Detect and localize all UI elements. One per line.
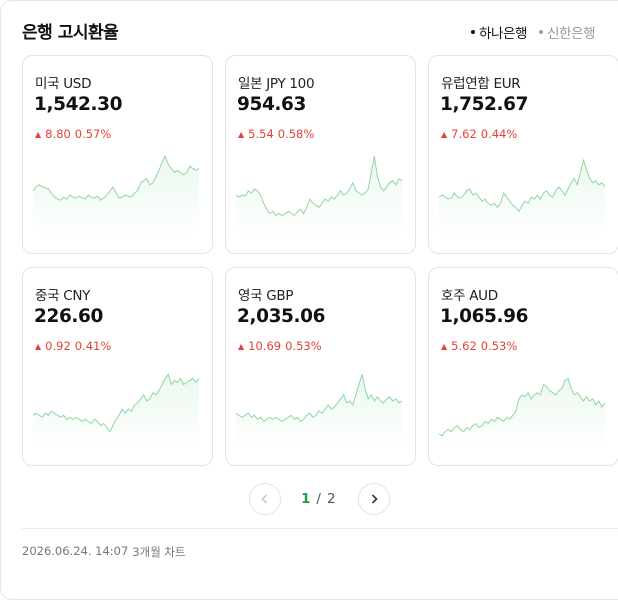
up-triangle-icon: ▲	[35, 129, 42, 139]
currency-name: 유럽연합 EUR	[441, 76, 521, 92]
currency-card-jpy[interactable]: 일본 JPY 100 954.63 ▲ 5.54 0.58%	[225, 55, 416, 254]
currency-card-eur[interactable]: 유럽연합 EUR 1,752.67 ▲ 7.62 0.44%	[428, 55, 618, 254]
up-triangle-icon: ▲	[441, 341, 448, 351]
change-percent: 0.41%	[74, 339, 112, 353]
change-percent: 0.44%	[480, 127, 518, 141]
currency-card-usd[interactable]: 미국 USD 1,542.30 ▲ 8.80 0.57%	[22, 55, 213, 254]
chevron-right-icon	[371, 494, 378, 504]
sparkline-line	[236, 374, 402, 423]
sparkline-line	[439, 377, 605, 437]
active-dot-icon	[471, 30, 475, 34]
current-page: 1	[301, 491, 311, 507]
chevron-left-icon	[261, 494, 268, 504]
sparkline-chart	[439, 158, 605, 238]
next-page-button[interactable]	[358, 483, 390, 515]
currency-rate: 2,035.06	[237, 306, 326, 327]
sparkline-area	[236, 374, 402, 450]
currency-name: 호주 AUD	[441, 288, 498, 304]
rate-change: ▲ 5.54 0.58%	[238, 127, 314, 141]
change-amount: 5.62	[451, 339, 477, 353]
sparkline-area	[439, 160, 605, 238]
up-triangle-icon: ▲	[238, 129, 245, 139]
change-amount: 10.69	[248, 339, 282, 353]
currency-card-gbp[interactable]: 영국 GBP 2,035.06 ▲ 10.69 0.53%	[225, 267, 416, 466]
change-percent: 0.57%	[74, 127, 112, 141]
page-title: 은행 고시환율	[22, 23, 119, 43]
rate-change: ▲ 8.80 0.57%	[35, 127, 111, 141]
bank-tabs: 하나은행 신한은행	[471, 22, 596, 42]
change-amount: 7.62	[451, 127, 477, 141]
pagination: 1 / 2	[249, 483, 394, 517]
sparkline-area	[439, 378, 605, 450]
sparkline-line	[236, 156, 402, 217]
up-triangle-icon: ▲	[238, 341, 245, 351]
sparkline-chart	[236, 374, 402, 450]
currency-rate: 1,065.96	[440, 306, 529, 327]
sparkline-area	[236, 156, 402, 238]
divider	[22, 528, 618, 529]
sparkline-chart	[33, 373, 199, 450]
sparkline-chart	[33, 154, 199, 238]
sparkline-line	[439, 158, 605, 213]
timestamp: 2026.06.24. 14:07	[22, 544, 129, 558]
rate-change: ▲ 0.92 0.41%	[35, 339, 111, 353]
tab-label: 신한은행	[547, 26, 596, 42]
sparkline-line	[33, 373, 199, 433]
rate-change: ▲ 7.62 0.44%	[441, 127, 517, 141]
change-percent: 0.53%	[285, 339, 322, 353]
change-percent: 0.58%	[277, 127, 315, 141]
currency-rate: 954.63	[237, 94, 306, 115]
inactive-dot-icon	[539, 30, 544, 34]
sparkline-area	[33, 374, 199, 450]
change-amount: 5.54	[248, 127, 274, 141]
currency-rate: 226.60	[34, 306, 103, 327]
rate-change: ▲ 10.69 0.53%	[238, 339, 322, 353]
currency-name: 미국 USD	[35, 76, 92, 92]
up-triangle-icon: ▲	[441, 129, 448, 139]
currency-rate: 1,752.67	[440, 94, 529, 115]
footer-info: 2026.06.24. 14:07 3개월 차트	[22, 544, 186, 560]
tab-label: 하나은행	[479, 26, 528, 42]
chart-period: 3개월 차트	[132, 545, 186, 559]
sparkline-area	[33, 156, 199, 238]
currency-name: 중국 CNY	[35, 288, 91, 304]
tab-shinhan-bank[interactable]: 신한은행	[539, 22, 596, 42]
up-triangle-icon: ▲	[35, 341, 42, 351]
currency-rate: 1,542.30	[34, 94, 123, 115]
page-indicator: 1 / 2	[301, 491, 336, 507]
total-pages: 2	[326, 491, 336, 507]
sparkline-line	[33, 154, 199, 201]
tab-hana-bank[interactable]: 하나은행	[471, 22, 527, 42]
change-percent: 0.53%	[480, 339, 518, 353]
currency-name: 일본 JPY 100	[238, 76, 315, 92]
change-amount: 8.80	[45, 127, 71, 141]
currency-card-cny[interactable]: 중국 CNY 226.60 ▲ 0.92 0.41%	[22, 267, 213, 466]
currency-name: 영국 GBP	[238, 288, 294, 304]
prev-page-button[interactable]	[249, 483, 281, 515]
sparkline-chart	[439, 377, 605, 450]
change-amount: 0.92	[45, 339, 71, 353]
sparkline-chart	[236, 156, 402, 238]
page-separator: /	[316, 491, 321, 507]
currency-card-aud[interactable]: 호주 AUD 1,065.96 ▲ 5.62 0.53%	[428, 267, 618, 466]
rate-change: ▲ 5.62 0.53%	[441, 339, 517, 353]
